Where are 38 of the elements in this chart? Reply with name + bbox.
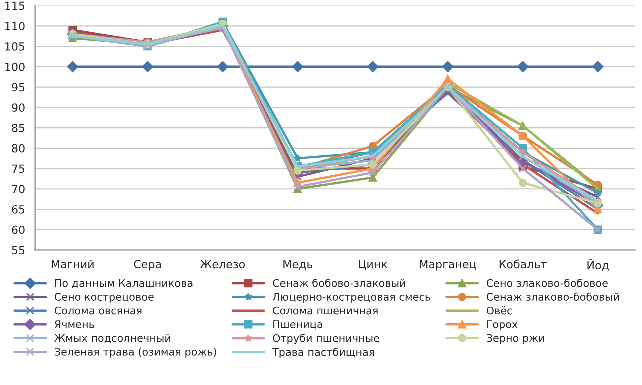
y-tick-label: 105 <box>6 42 25 51</box>
x-tick-label: Сера <box>134 260 162 271</box>
legend-label: Горох <box>487 320 518 330</box>
x-tick-label: Цинк <box>359 260 388 270</box>
y-tick-label: 90 <box>12 104 25 112</box>
legend-label: По данным Калашникова <box>55 280 193 289</box>
y-tick-label: 100 <box>6 62 25 72</box>
legend-label: Солома овсяная <box>54 306 142 315</box>
y-tick-label: 85 <box>12 124 25 132</box>
y-tick-label: 95 <box>12 83 25 92</box>
legend-label: Ячмень <box>55 320 94 328</box>
legend-label: Трава пастбищная <box>272 348 374 358</box>
legend-label: Сено злаково-бобовое <box>486 279 608 288</box>
y-tick-label: 110 <box>6 22 25 31</box>
legend-label: Сенаж бобово-злаковый <box>273 279 406 288</box>
legend-label: Жмых подсолнечный <box>54 334 170 344</box>
y-tick-label: 60 <box>12 226 25 234</box>
x-tick-label: Магний <box>52 260 94 269</box>
y-tick-label: 115 <box>6 2 25 10</box>
legend-label: Сено кострецовое <box>54 293 154 303</box>
legend-label: Зеленая трава (озимая рожь) <box>55 348 216 358</box>
legend-label: Солома пшеничная <box>273 306 378 315</box>
y-tick-label: 70 <box>12 185 25 194</box>
legend-label: Овёс <box>486 306 512 315</box>
legend-label: Отруби пшеничные <box>273 334 380 344</box>
legend-label: Пшеница <box>274 320 322 330</box>
legend-label: Зерно ржи <box>486 334 544 344</box>
y-tick-label: 55 <box>12 246 25 255</box>
x-tick-label: Йод <box>588 259 609 272</box>
legend-label: Сенаж злаково-бобовый <box>486 292 620 301</box>
x-tick-label: Кобальт <box>500 260 547 269</box>
x-tick-label: Медь <box>284 260 313 270</box>
y-tick-label: 80 <box>12 144 25 153</box>
y-tick-label: 75 <box>12 164 25 174</box>
x-tick-label: Марганец <box>420 260 476 271</box>
y-tick-label: 65 <box>12 205 25 214</box>
legend-label: Люцерно-кострецовая смесь <box>272 293 430 303</box>
x-tick-label: Железо <box>200 260 246 269</box>
